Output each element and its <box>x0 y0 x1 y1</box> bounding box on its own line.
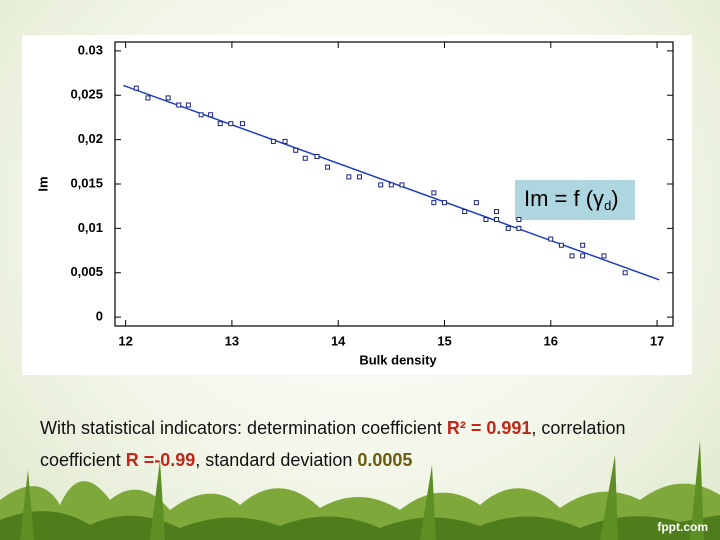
y-tick-label: 0.03 <box>78 42 103 57</box>
point <box>165 95 171 101</box>
point <box>378 182 384 188</box>
formula-close: ) <box>611 186 618 211</box>
point <box>145 95 151 101</box>
formula-text: Im = f (γ <box>524 186 604 211</box>
caption-part: With statistical indicators: determinati… <box>40 418 447 438</box>
point <box>516 225 522 231</box>
caption-part: , standard deviation <box>195 450 358 470</box>
y-tick-label: 0,025 <box>70 87 103 102</box>
point <box>314 153 320 159</box>
x-tick-label: 13 <box>225 333 239 348</box>
formula: Im = f (γd) <box>524 186 619 214</box>
point <box>516 217 522 222</box>
x-tick-label: 12 <box>118 333 132 348</box>
x-axis-label: Bulk density <box>359 352 437 367</box>
point <box>388 182 394 188</box>
caption-part: R² = 0.991 <box>446 418 532 438</box>
point <box>346 174 352 180</box>
grass-blades <box>20 440 704 540</box>
point <box>431 200 437 206</box>
y-tick-label: 0,01 <box>78 220 103 235</box>
point <box>580 253 586 259</box>
formula-box <box>515 180 635 220</box>
point <box>356 174 362 180</box>
point <box>325 164 331 170</box>
point <box>198 112 204 118</box>
point <box>483 217 489 222</box>
caption-part: 0.0005 <box>357 450 413 470</box>
point <box>494 217 500 222</box>
y-tick-label: 0,02 <box>78 131 103 146</box>
point <box>302 155 308 161</box>
point <box>228 121 234 127</box>
point <box>441 200 447 206</box>
point <box>473 200 479 206</box>
grass-front <box>0 511 720 540</box>
point <box>548 236 554 242</box>
point <box>558 242 564 248</box>
caption-part: , correlation coefficient <box>40 418 626 470</box>
point <box>293 147 299 153</box>
caption: With statistical indicators: determinati… <box>40 412 680 476</box>
point <box>133 85 139 91</box>
y-axis-label: Im <box>35 176 50 191</box>
point <box>580 242 586 248</box>
point <box>601 253 607 259</box>
x-tick-label: 17 <box>650 333 664 348</box>
x-tick-label: 16 <box>544 333 558 348</box>
point <box>240 121 246 127</box>
point <box>622 270 628 276</box>
point <box>494 209 500 215</box>
point <box>185 102 191 108</box>
y-tick-label: 0 <box>96 309 103 324</box>
point <box>462 209 468 215</box>
y-tick-label: 0,015 <box>70 175 103 190</box>
point <box>208 112 214 118</box>
x-tick-label: 14 <box>331 333 346 348</box>
point <box>399 182 405 188</box>
y-tick-label: 0,005 <box>70 264 103 279</box>
point <box>176 102 182 108</box>
point <box>282 138 288 144</box>
caption-part: R =-0.99 <box>125 450 196 470</box>
point <box>270 138 276 144</box>
x-tick-label: 15 <box>437 333 451 348</box>
point <box>217 121 223 127</box>
point <box>569 253 575 259</box>
footer: fppt.com <box>657 520 708 534</box>
grass <box>0 440 720 540</box>
formula-subscript: d <box>604 198 611 213</box>
point <box>431 190 437 196</box>
point <box>505 225 511 231</box>
